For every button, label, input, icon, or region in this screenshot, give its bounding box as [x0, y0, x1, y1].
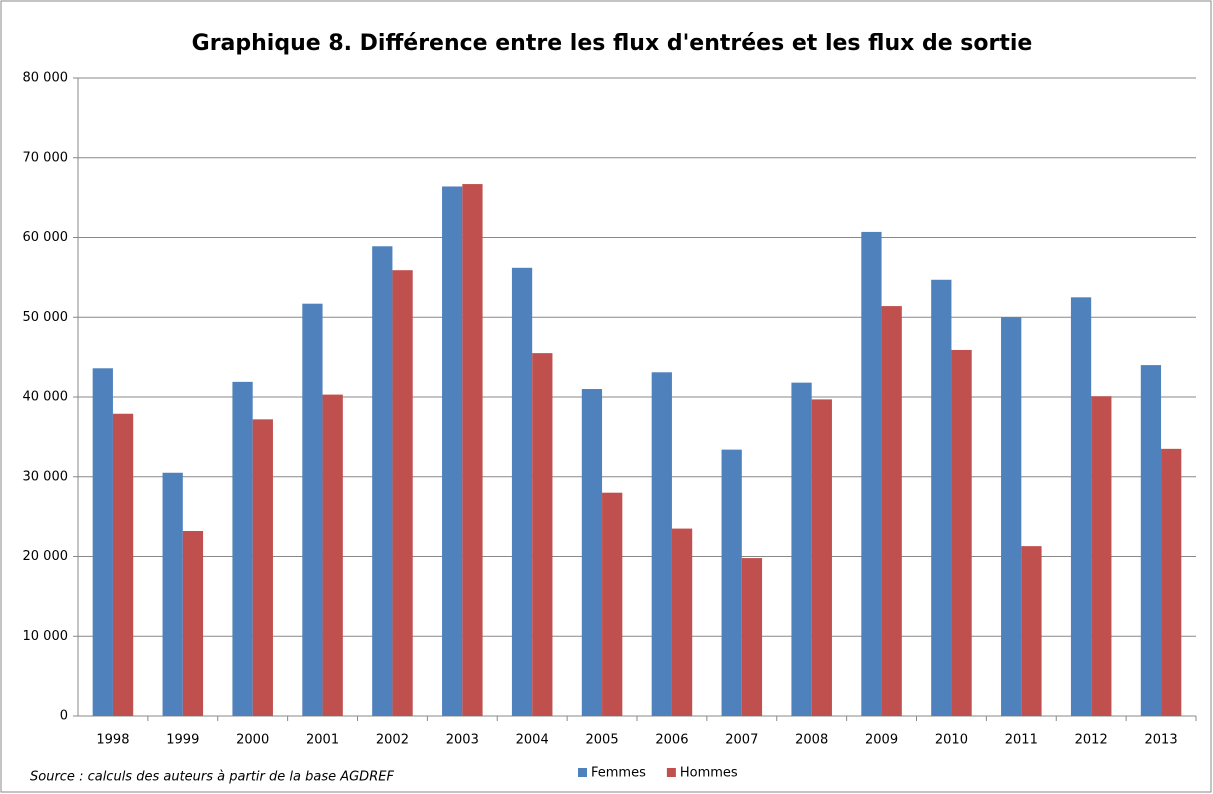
bar [322, 394, 343, 716]
bar [252, 419, 273, 716]
x-tick-label: 2001 [306, 733, 339, 748]
bar [931, 279, 952, 716]
bar [1091, 396, 1112, 716]
y-tick-label: 0 [60, 709, 68, 724]
bar [532, 353, 553, 716]
bar [442, 186, 463, 716]
y-tick-label: 40 000 [23, 390, 69, 405]
bar [861, 231, 882, 717]
y-tick-label: 50 000 [23, 310, 69, 325]
y-tick-label: 80 000 [23, 71, 69, 86]
legend-swatch [666, 768, 676, 777]
bar [162, 472, 183, 716]
bar [1070, 297, 1092, 716]
x-tick-label: 2012 [1075, 733, 1108, 748]
x-tick-label: 2013 [1145, 733, 1178, 748]
bar [881, 306, 902, 716]
bar [651, 372, 672, 716]
legend-swatch [578, 768, 587, 777]
y-tick-label: 30 000 [23, 469, 69, 484]
bar [511, 267, 533, 716]
bar [182, 530, 204, 716]
y-tick-label: 60 000 [23, 230, 69, 245]
legend-label: Femmes [591, 766, 646, 781]
bar [462, 184, 483, 716]
bar [811, 399, 832, 716]
bar [92, 368, 113, 716]
chart-title: Graphique 8. Différence entre les flux d… [192, 31, 1033, 56]
x-tick-label: 2003 [446, 733, 479, 748]
x-tick-label: 2004 [516, 733, 549, 748]
x-tick-label: 2009 [865, 733, 898, 748]
bar [302, 303, 323, 716]
x-tick-label: 2000 [236, 733, 269, 748]
bar [1161, 448, 1182, 716]
x-tick-label: 2005 [586, 733, 619, 748]
x-tick-label: 2007 [725, 733, 758, 748]
bar [1140, 365, 1162, 716]
x-tick-label: 1998 [96, 733, 129, 748]
bar [951, 349, 972, 716]
x-tick-label: 2008 [795, 733, 828, 748]
legend-label: Hommes [680, 766, 738, 781]
bar [721, 449, 742, 716]
source-note: Source : calculs des auteurs à partir de… [30, 770, 394, 785]
bar [232, 381, 253, 716]
bar [602, 492, 623, 716]
y-tick-label: 10 000 [23, 629, 69, 644]
bar [1021, 546, 1042, 716]
y-tick-label: 70 000 [23, 150, 69, 165]
bar [112, 413, 134, 716]
x-tick-label: 2011 [1005, 733, 1038, 748]
x-tick-label: 1999 [166, 733, 199, 748]
bar [741, 558, 763, 716]
y-tick-label: 20 000 [23, 549, 69, 564]
bar [581, 389, 603, 716]
bar [372, 246, 393, 716]
bar [791, 382, 812, 716]
x-tick-label: 2002 [376, 733, 409, 748]
bar [671, 528, 693, 716]
bar [1001, 317, 1022, 716]
x-tick-label: 2010 [935, 733, 968, 748]
bar [392, 270, 413, 716]
x-tick-label: 2006 [655, 733, 688, 748]
